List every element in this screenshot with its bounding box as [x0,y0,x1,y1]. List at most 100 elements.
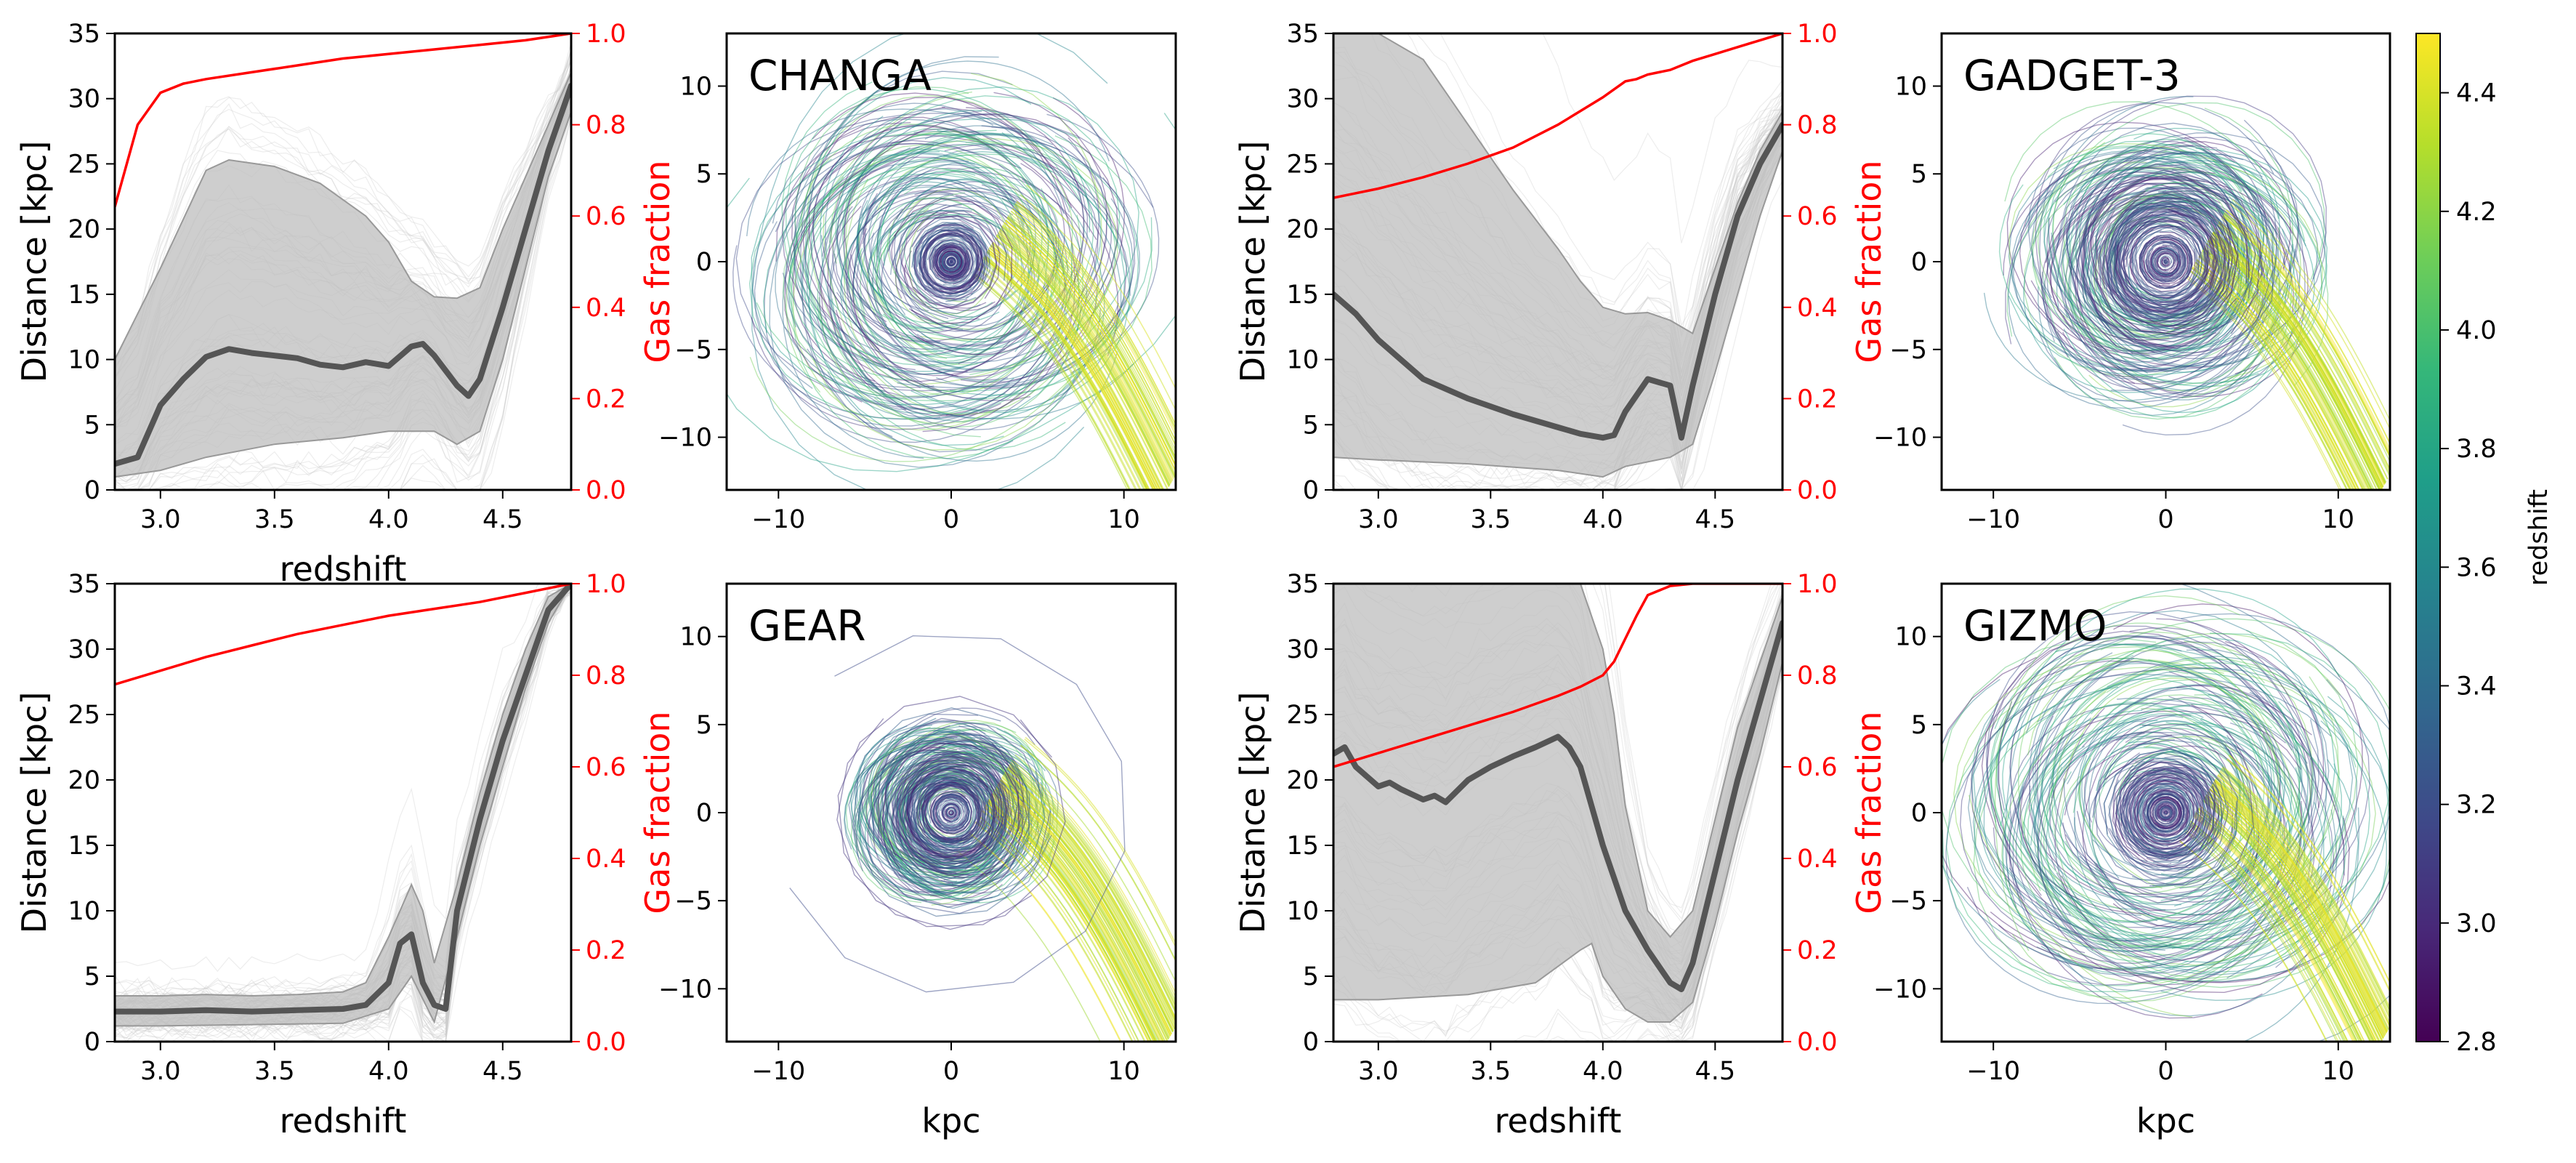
core-trajectory [2117,212,2208,311]
trajectory [804,77,1032,446]
y2tick-label: 1.0 [586,570,626,599]
stream-trajectory [2203,797,2374,1042]
trajectory [769,56,1014,468]
trajectory [794,150,940,359]
core-trajectory [2128,774,2202,851]
core-trajectory [2141,793,2190,837]
stream-trajectory [980,262,1142,490]
ylabel: Distance [kpc] [15,692,54,934]
ytick-label: 25 [1286,701,1319,730]
faint-trajectory [115,584,571,1023]
trajectory [2133,127,2280,318]
trajectory [2008,210,2281,409]
trajectory [889,178,995,234]
core-trajectory [2095,190,2238,335]
ytick-label: 10 [68,346,100,375]
trajectory [2194,694,2311,838]
faint-trajectory [1440,33,1782,335]
trajectory [782,158,1075,398]
core-trajectory [900,210,1001,315]
trajectory [2017,709,2142,903]
stream-trajectory [2210,236,2384,488]
ytick-label: 15 [1286,281,1319,310]
trajectory [2027,704,2272,898]
trajectory [874,230,993,324]
trajectory [873,728,976,897]
axes-frame [1940,582,2391,1043]
core-trajectory [932,244,970,281]
stream-trajectory [997,233,1171,485]
trajectory [846,244,967,355]
core-trajectory [2136,231,2196,292]
core-trajectory [877,731,1030,894]
core-trajectory [904,765,998,861]
faint-trajectory [115,584,570,1022]
trajectory [840,170,982,375]
trajectory [2100,618,2390,712]
ytick-label: −10 [1873,975,1927,1004]
trajectory [2062,313,2236,363]
stream-trajectory [1004,772,1176,1023]
trajectory [806,94,1041,373]
y2tick-label: 0.6 [586,202,626,231]
core-trajectory [907,768,995,858]
trajectory [881,725,1008,794]
trajectory [2104,745,2238,781]
stream-trajectory [1003,774,1176,1027]
panel-label: CHANGA [748,51,932,100]
trajectory [839,176,1064,315]
trajectory [2063,228,2297,414]
core-trajectory [2111,208,2220,317]
panel-label: GIZMO [1963,601,2107,651]
stream-trajectory [2195,811,2359,1042]
trajectory [897,198,1134,389]
ytick-label: 0 [696,248,712,277]
ytick-label: 0 [1911,248,1927,277]
ytick-label: 25 [68,701,100,730]
trajectory [857,191,953,258]
core-trajectory [916,777,987,848]
faint-trajectory [1333,153,1782,490]
trajectory [868,757,925,882]
stream-trajectory [1020,194,1176,411]
core-trajectory [2139,236,2193,289]
xtick-label: 0 [2157,505,2173,534]
stream-trajectory [2194,813,2356,1042]
core-trajectory [2147,793,2184,829]
trajectory [2093,156,2250,267]
xtick-label: 3.5 [254,505,295,534]
trajectory [2008,816,2344,940]
trajectory [2079,856,2259,898]
plot-area [1983,95,2390,490]
trajectory [969,147,1116,376]
trajectory [2020,733,2084,937]
trajectory [2108,835,2338,942]
faint-trajectory [115,584,568,1021]
trajectory [914,309,1058,355]
trajectory [2084,161,2245,297]
trajectory [2056,331,2228,390]
xtick-label: 4.5 [483,1057,523,1086]
ytick-label: 35 [68,20,100,49]
trajectory [854,318,1065,419]
stream-trajectory [2204,797,2375,1042]
trajectory [820,235,987,399]
trajectory [921,302,1043,351]
stream-trajectory [995,786,1169,1040]
trajectory [802,221,893,438]
y2label: Gas fraction [638,160,677,363]
trajectory [880,161,1025,225]
faint-trajectory [115,584,571,1042]
ytick-label: 10 [679,72,712,101]
trajectory [872,765,996,872]
trajectory [2001,635,2290,739]
faint-trajectory [115,103,571,490]
trajectory [912,109,1091,233]
axes-frame [1940,32,2391,491]
trajectory [2038,782,2214,958]
trajectory [1972,715,2359,973]
trajectory [870,730,977,875]
stream-trajectory [1024,739,1176,949]
axes-frame [1332,582,1784,1043]
trajectory [937,129,1126,396]
